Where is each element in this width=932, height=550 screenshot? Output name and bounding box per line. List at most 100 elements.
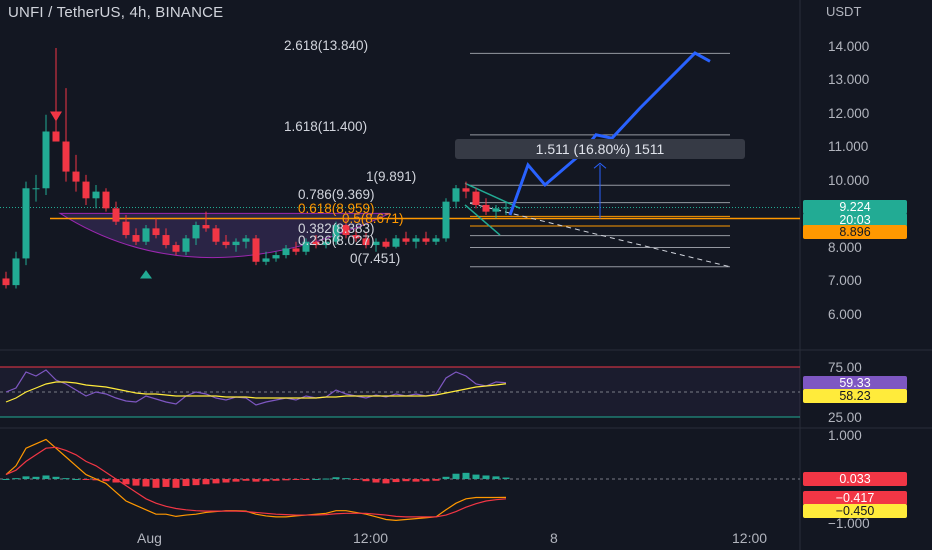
macd-histogram-bar [212, 479, 220, 484]
price-tick: 13.000 [828, 72, 870, 87]
macd-histogram-bar [292, 479, 300, 480]
candle-body [452, 188, 460, 202]
macd-histogram-bar [172, 479, 180, 488]
macd-histogram-bar [422, 479, 430, 482]
bar-countdown-tag: 20:03 [803, 213, 907, 227]
flag-line [464, 204, 501, 236]
price-tick: 8.000 [828, 240, 862, 255]
candle-body [462, 188, 470, 192]
macd-line [5, 438, 507, 521]
buy-marker [140, 270, 152, 279]
macd-histogram-bar [2, 479, 10, 480]
macd-histogram-bar [232, 479, 240, 482]
macd-histogram-bar [42, 475, 50, 479]
symbol-title[interactable]: UNFI / TetherUS, 4h, BINANCE [8, 4, 224, 21]
macd-histogram-bar [22, 476, 30, 479]
macd-histogram-bar [322, 478, 330, 480]
fib-label: 2.618(13.840) [284, 38, 369, 53]
flag-line [464, 182, 521, 210]
macd-histogram-bar [412, 479, 420, 482]
macd-histogram-bar [362, 479, 370, 482]
macd-histogram-bar [72, 479, 80, 480]
candle-body [392, 238, 400, 247]
fib-label: 0.618(8.959) [298, 201, 375, 216]
candle-body [242, 238, 250, 242]
candle-body [262, 258, 270, 262]
macd-histogram-bar [432, 479, 440, 481]
candle-body [192, 225, 200, 239]
macd-histogram-bar [302, 479, 310, 480]
candle-body [82, 181, 90, 199]
macd-histogram-bar [202, 479, 210, 485]
candle-body [272, 255, 280, 259]
macd-histogram-bar [452, 473, 460, 479]
macd-histogram-bar [152, 479, 160, 488]
fib-label: 0.382(8.383) [298, 221, 375, 236]
fib-label: 0(7.451) [350, 251, 401, 266]
candle-body [122, 221, 130, 236]
candle-body [302, 241, 310, 252]
price-tick: 6.000 [828, 307, 862, 322]
candle-body [222, 241, 230, 246]
price-tick: 11.000 [828, 139, 869, 154]
macd-histogram-bar [112, 479, 120, 483]
candle-body [442, 201, 450, 239]
price-tick: 7.000 [828, 273, 862, 288]
candle-body [482, 204, 490, 212]
macd-histogram-bar [132, 479, 140, 486]
macd-histogram-bar [12, 478, 20, 480]
macd-histogram-tag: 0.033 [803, 472, 907, 486]
macd-histogram-bar [282, 479, 290, 481]
candle-body [232, 241, 240, 246]
fib-label: 0.786(9.369) [298, 187, 375, 202]
candle-body [12, 258, 20, 286]
candle-body [292, 248, 300, 252]
candle-body [112, 208, 120, 222]
support-price-tag: 8.896 [803, 225, 907, 239]
macd-histogram-bar [272, 479, 280, 481]
sell-marker [50, 111, 62, 122]
macd-histogram-bar [372, 479, 380, 483]
rsi-line [5, 369, 507, 406]
fib-label: 0.5(8.671) [342, 211, 404, 226]
candle-body [362, 238, 370, 246]
candle-body [372, 241, 380, 246]
macd-histogram-bar [392, 479, 400, 483]
macd-histogram-bar [122, 479, 130, 485]
time-label: Aug [137, 530, 162, 546]
fib-label: 1.618(11.400) [284, 119, 368, 134]
macd-histogram-bar [382, 479, 390, 484]
candle-body [2, 278, 10, 286]
candle-body [202, 225, 210, 229]
rsi-ma-value-tag: 58.23 [803, 389, 907, 403]
macd-histogram-bar [242, 479, 250, 481]
macd-histogram-bar [442, 476, 450, 479]
macd-histogram-bar [102, 479, 110, 482]
signal-line-tag: −0.450 [803, 504, 907, 518]
macd-histogram-bar [52, 476, 60, 479]
macd-histogram-bar [402, 479, 410, 482]
rsi-tick: 75.00 [828, 360, 862, 375]
candle-body [422, 238, 430, 242]
fib-label: 0.236(8.027) [298, 233, 375, 248]
time-label: 12:00 [353, 530, 389, 546]
rsi-tick: 25.00 [828, 410, 862, 425]
macd-histogram-bar [222, 479, 230, 483]
candle-body [502, 207, 510, 209]
macd-histogram-bar [342, 478, 350, 480]
candle-body [352, 235, 360, 239]
signal-line [5, 446, 507, 518]
cup-pattern [58, 212, 391, 258]
macd-histogram-bar [82, 479, 90, 480]
candle-body [42, 131, 50, 189]
candle-body [152, 228, 160, 236]
candle-body [472, 191, 480, 205]
projection-path [508, 51, 711, 216]
price-tick: 12.000 [828, 106, 870, 121]
macd-tick: −1.000 [828, 516, 870, 531]
candle-body [162, 235, 170, 246]
macd-histogram-bar [62, 478, 70, 480]
price-tick: 14.000 [828, 39, 870, 54]
candle-body [172, 245, 180, 252]
